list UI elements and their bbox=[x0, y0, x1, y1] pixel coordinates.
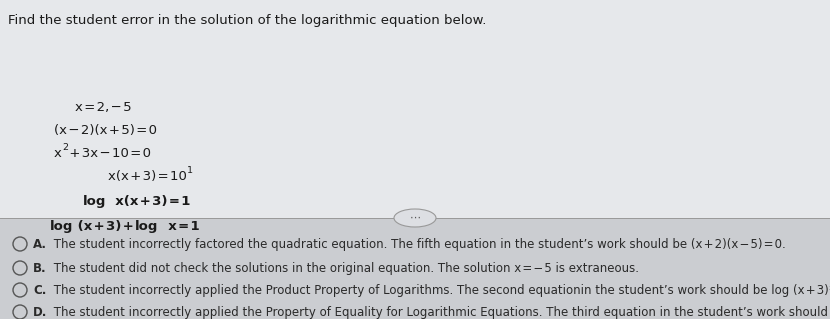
Text: x(x + 3) = 10: x(x + 3) = 10 bbox=[108, 170, 187, 183]
Text: log: log bbox=[83, 195, 106, 208]
Ellipse shape bbox=[394, 209, 436, 227]
Text: x: x bbox=[54, 147, 61, 160]
Text: 1: 1 bbox=[187, 166, 193, 175]
Text: x(x + 3) = 1: x(x + 3) = 1 bbox=[106, 195, 191, 208]
Text: 2: 2 bbox=[61, 143, 68, 152]
Text: ⋯: ⋯ bbox=[409, 213, 421, 223]
Text: log: log bbox=[50, 220, 73, 233]
Text: The student incorrectly applied the Property of Equality for Logarithmic Equatio: The student incorrectly applied the Prop… bbox=[50, 306, 830, 319]
Text: The student did not check the solutions in the original equation. The solution x: The student did not check the solutions … bbox=[50, 262, 639, 275]
Text: x = 1: x = 1 bbox=[159, 220, 199, 233]
FancyBboxPatch shape bbox=[0, 218, 830, 319]
Text: The student incorrectly factored the quadratic equation. The fifth equation in t: The student incorrectly factored the qua… bbox=[50, 238, 786, 251]
FancyBboxPatch shape bbox=[0, 0, 830, 218]
Text: + 3x − 10 = 0: + 3x − 10 = 0 bbox=[68, 147, 151, 160]
Text: A.: A. bbox=[33, 238, 47, 251]
Text: The student incorrectly applied the Product Property of Logarithms. The second e: The student incorrectly applied the Prod… bbox=[50, 284, 830, 297]
Text: Find the student error in the solution of the logarithmic equation below.: Find the student error in the solution o… bbox=[8, 14, 486, 27]
Text: B.: B. bbox=[33, 262, 46, 275]
Text: (x − 2)(x + 5) = 0: (x − 2)(x + 5) = 0 bbox=[54, 124, 157, 137]
Text: C.: C. bbox=[33, 284, 46, 297]
Text: log: log bbox=[135, 220, 159, 233]
Text: D.: D. bbox=[33, 306, 47, 319]
Text: x = 2, − 5: x = 2, − 5 bbox=[75, 101, 131, 114]
Text: (x + 3) +: (x + 3) + bbox=[73, 220, 135, 233]
